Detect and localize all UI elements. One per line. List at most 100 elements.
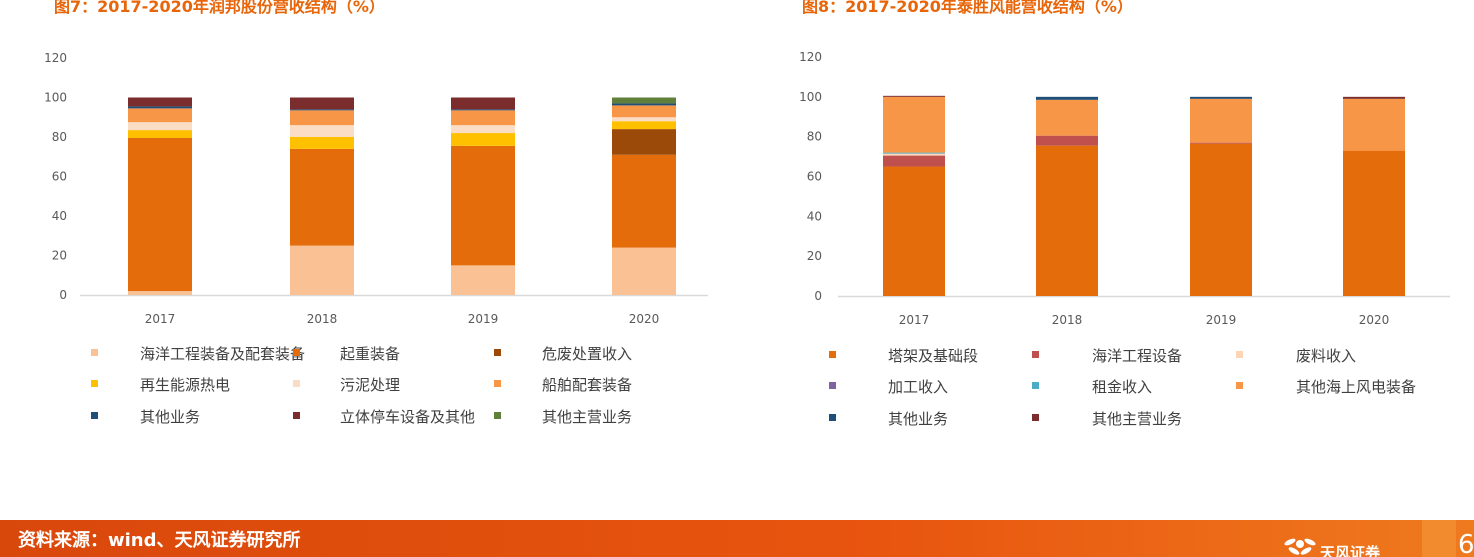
legend-marker bbox=[91, 380, 98, 387]
legend-label: 塔架及基础段 bbox=[888, 347, 978, 365]
y-tick-label: 0 bbox=[814, 289, 822, 303]
bar-segment bbox=[612, 121, 676, 130]
bar-segment bbox=[612, 247, 676, 295]
legend-marker bbox=[829, 351, 836, 358]
bar-segment bbox=[290, 97, 354, 110]
y-tick-label: 120 bbox=[44, 51, 67, 65]
legend-label: 立体停车设备及其他 bbox=[340, 408, 475, 426]
bar-segment bbox=[612, 154, 676, 248]
x-tick-label: 2020 bbox=[629, 312, 660, 326]
legend-label: 其他主营业务 bbox=[542, 408, 632, 426]
x-tick-label: 2020 bbox=[1359, 313, 1390, 327]
bar-segment bbox=[128, 97, 192, 107]
bar-segment bbox=[1190, 142, 1252, 144]
legend-label: 加工收入 bbox=[888, 378, 948, 396]
x-tick-label: 2019 bbox=[1206, 313, 1237, 327]
bar-segment bbox=[451, 265, 515, 295]
bar-segment bbox=[883, 152, 945, 154]
chart-right: 0 20 40 60 80 100 120 2017 2018 2019 2020 塔架及基础段 海洋工… bbox=[799, 50, 1450, 428]
legend-label: 其他业务 bbox=[888, 410, 948, 428]
bar-segment bbox=[290, 245, 354, 295]
bar-segment bbox=[128, 137, 192, 292]
y-tick-label: 80 bbox=[52, 130, 67, 144]
bar-segment bbox=[612, 97, 676, 104]
bar-segment bbox=[290, 110, 354, 126]
bar-segment bbox=[128, 106, 192, 109]
bar-segment bbox=[128, 122, 192, 131]
bar-segment bbox=[128, 130, 192, 138]
legend-label: 危废处置收入 bbox=[542, 345, 632, 363]
bar-segment bbox=[451, 110, 515, 126]
bar-segment bbox=[451, 125, 515, 134]
legend-marker bbox=[1236, 351, 1243, 358]
legend-label: 污泥处理 bbox=[340, 376, 400, 394]
bar-segment bbox=[1190, 96, 1252, 99]
tianfeng-logo-icon bbox=[1284, 538, 1316, 555]
bar-segment bbox=[128, 108, 192, 123]
bar-segment bbox=[1343, 150, 1405, 296]
y-tick-label: 80 bbox=[807, 130, 822, 144]
legend-marker bbox=[1032, 382, 1039, 389]
bar-segment bbox=[612, 129, 676, 155]
bar-segment bbox=[290, 125, 354, 137]
legend-marker bbox=[1032, 414, 1039, 421]
chart-title-left: 图7：2017-2020年润邦股份营收结构（%） bbox=[54, 0, 385, 16]
footer-bar: 资料来源：wind、天风证券研究所 天风证券 6 bbox=[0, 520, 1474, 557]
legend-label: 租金收入 bbox=[1092, 378, 1152, 396]
x-tick-label: 2017 bbox=[145, 312, 176, 326]
bar-segment bbox=[1343, 96, 1405, 99]
legend-label: 起重装备 bbox=[340, 345, 400, 363]
legend-label: 废料收入 bbox=[1296, 347, 1356, 365]
x-tick-label: 2017 bbox=[899, 313, 930, 327]
legend-marker bbox=[494, 380, 501, 387]
y-tick-label: 40 bbox=[807, 209, 822, 223]
chart-left: 0 20 40 60 80 100 120 2017 2018 2019 2020 海洋工程装备及配套… bbox=[44, 51, 708, 426]
bar-segment bbox=[883, 95, 945, 97]
bar-segment bbox=[1036, 99, 1098, 136]
y-tick-label: 100 bbox=[44, 91, 67, 105]
bar-segment bbox=[883, 153, 945, 156]
bar-segment bbox=[290, 148, 354, 246]
bar-segment bbox=[451, 133, 515, 146]
legend-marker bbox=[91, 412, 98, 419]
corner-block bbox=[1422, 520, 1456, 557]
bar-segment bbox=[883, 96, 945, 153]
bar-segment bbox=[612, 105, 676, 118]
y-tick-label: 60 bbox=[52, 170, 67, 184]
legend-label: 再生能源热电 bbox=[140, 376, 230, 394]
y-tick-label: 20 bbox=[807, 249, 822, 263]
source-note: 资料来源：wind、天风证券研究所 bbox=[18, 530, 301, 551]
legend-marker bbox=[1236, 382, 1243, 389]
legend-label: 海洋工程设备 bbox=[1092, 347, 1182, 365]
legend-label: 船舶配套装备 bbox=[542, 376, 632, 394]
x-tick-label: 2018 bbox=[307, 312, 338, 326]
legend-marker bbox=[829, 382, 836, 389]
legend-marker bbox=[1032, 351, 1039, 358]
legend-marker bbox=[293, 412, 300, 419]
bar-segment bbox=[1036, 145, 1098, 296]
legend-marker bbox=[494, 412, 501, 419]
x-tick-label: 2019 bbox=[468, 312, 499, 326]
bar-segment bbox=[1036, 135, 1098, 146]
y-tick-label: 100 bbox=[799, 90, 822, 104]
legend-label: 其他主营业务 bbox=[1092, 410, 1182, 428]
y-tick-label: 120 bbox=[799, 50, 822, 64]
chart-title-right: 图8：2017-2020年泰胜风能营收结构（%） bbox=[802, 0, 1133, 16]
legend-label: 其他业务 bbox=[140, 408, 200, 426]
bar-segment bbox=[883, 166, 945, 296]
legend-label: 其他海上风电装备 bbox=[1296, 378, 1416, 396]
page-number: 6 bbox=[1458, 530, 1474, 557]
y-tick-label: 60 bbox=[807, 170, 822, 184]
bar-segment bbox=[290, 109, 354, 111]
y-tick-label: 20 bbox=[52, 249, 67, 263]
bar-segment bbox=[1036, 96, 1098, 100]
legend-marker bbox=[91, 349, 98, 356]
bar-segment bbox=[451, 109, 515, 111]
bar-segment bbox=[612, 117, 676, 122]
bar-segment bbox=[883, 155, 945, 167]
legend-label: 海洋工程装备及配套装备 bbox=[140, 345, 305, 363]
y-tick-label: 40 bbox=[52, 209, 67, 223]
bar-segment bbox=[290, 137, 354, 149]
x-tick-label: 2018 bbox=[1052, 313, 1083, 327]
y-tick-label: 0 bbox=[59, 288, 67, 302]
